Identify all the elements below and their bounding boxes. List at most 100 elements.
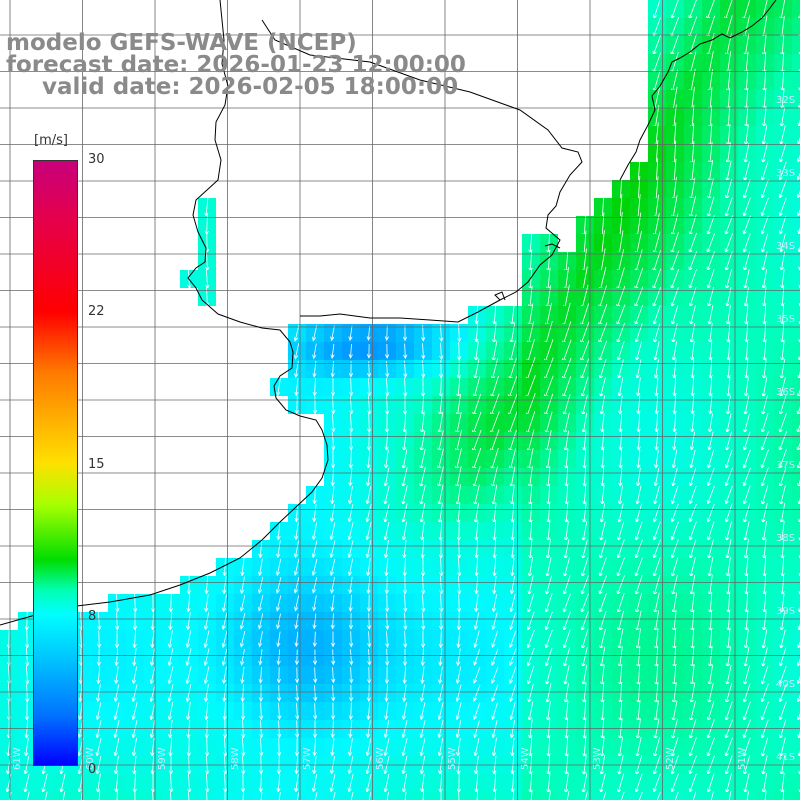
- wind-vector: [439, 342, 444, 361]
- wind-vector: [491, 648, 499, 667]
- wind-vector: [294, 613, 299, 630]
- wind-vector: [258, 649, 263, 666]
- wind-cell: [792, 198, 800, 216]
- wind-vector: [222, 702, 227, 721]
- wind-vector: [473, 684, 481, 702]
- wind-vector: [439, 324, 444, 343]
- wind-vector: [168, 630, 173, 649]
- wind-cell: [792, 486, 800, 504]
- wind-vector: [168, 594, 173, 613]
- wind-vector: [311, 540, 318, 559]
- longitude-label: 59W: [157, 747, 168, 770]
- valid-date: valid date: 2026-02-05 18:00:00: [42, 74, 459, 100]
- wind-cell: [792, 0, 800, 18]
- wind-vector: [150, 594, 156, 613]
- latitude-label: 38S: [776, 533, 796, 544]
- wind-vector: [473, 666, 481, 684]
- wind-vector: [276, 522, 281, 541]
- wind-cell: [558, 792, 576, 800]
- wind-cell: [792, 54, 800, 72]
- wind-vector: [764, 790, 767, 800]
- wind-vector: [330, 738, 335, 757]
- wind-vector: [293, 577, 300, 594]
- wind-vector: [329, 522, 336, 541]
- wind-vector: [330, 595, 335, 612]
- wind-vector: [638, 791, 643, 800]
- wind-vector: [203, 666, 210, 685]
- wind-vector: [131, 666, 138, 685]
- wind-vector: [348, 576, 353, 595]
- wind-cell: [792, 540, 800, 558]
- wind-vector: [240, 576, 245, 595]
- wind-vector: [422, 791, 424, 800]
- wind-vector: [239, 594, 246, 613]
- wind-vector: [420, 630, 426, 649]
- wind-vector: [114, 666, 119, 685]
- wind-vector: [293, 540, 300, 559]
- wind-vector: [242, 791, 244, 800]
- wind-cell: [792, 72, 800, 90]
- wind-vector: [798, 572, 800, 578]
- wind-vector: [80, 791, 83, 800]
- wind-vector: [348, 344, 353, 359]
- wind-vector: [348, 702, 353, 721]
- wind-cell: [702, 792, 720, 800]
- wind-vector: [421, 343, 426, 360]
- wind-vector: [420, 684, 425, 703]
- wind-cell: [792, 90, 800, 108]
- wind-vector: [258, 558, 263, 577]
- colorbar-tick-15: 15: [88, 457, 105, 472]
- wind-vector: [367, 378, 372, 397]
- wind-vector: [384, 576, 389, 595]
- wind-vector: [185, 684, 192, 703]
- wind-vector: [167, 684, 174, 703]
- wind-vector: [509, 702, 516, 721]
- wind-vector: [674, 791, 679, 800]
- wind-vector: [312, 486, 317, 505]
- wind-cell: [792, 36, 800, 54]
- colorbar-tick-8: 8: [88, 609, 97, 624]
- wind-vector: [275, 595, 282, 612]
- wind-vector: [798, 284, 800, 290]
- wind-vector: [710, 791, 714, 800]
- wind-vector: [313, 667, 318, 684]
- wind-vector: [221, 594, 227, 613]
- wind-cell: [792, 324, 800, 342]
- wind-vector: [437, 702, 444, 721]
- wind-vector: [383, 720, 390, 739]
- wind-vector: [401, 720, 408, 739]
- wind-vector: [509, 575, 515, 595]
- wind-vector: [240, 666, 245, 685]
- wind-vector: [78, 702, 83, 721]
- wind-vector: [437, 738, 444, 757]
- colorbar-unit: [m/s]: [34, 133, 68, 148]
- wind-vector: [276, 540, 281, 559]
- wind-vector: [275, 558, 282, 577]
- model-title: modelo GEFS-WAVE (NCEP): [6, 30, 357, 56]
- wind-vector: [329, 774, 336, 793]
- wind-vector: [26, 791, 30, 800]
- wind-vector: [509, 684, 517, 703]
- wind-vector: [476, 791, 479, 800]
- wind-vector: [494, 791, 496, 800]
- wind-vector: [294, 595, 300, 612]
- wind-vector: [258, 684, 264, 703]
- wind-vector: [276, 649, 281, 666]
- wind-vector: [473, 738, 480, 757]
- wind-vector: [150, 612, 155, 631]
- wind-vector: [167, 648, 174, 667]
- wind-vector: [474, 594, 479, 613]
- wind-cell: [342, 792, 360, 800]
- wind-cell: [792, 162, 800, 180]
- wind-vector: [188, 791, 190, 800]
- wind-vector: [330, 720, 335, 739]
- wind-cell: [792, 684, 800, 702]
- wind-vector: [113, 684, 120, 703]
- wind-cell: [306, 792, 324, 800]
- wind-cell: [792, 180, 800, 198]
- wind-vector: [277, 702, 282, 721]
- wind-vector: [204, 702, 209, 721]
- wind-vector: [473, 648, 481, 667]
- wind-cell: [792, 612, 800, 630]
- wind-vector: [347, 558, 354, 577]
